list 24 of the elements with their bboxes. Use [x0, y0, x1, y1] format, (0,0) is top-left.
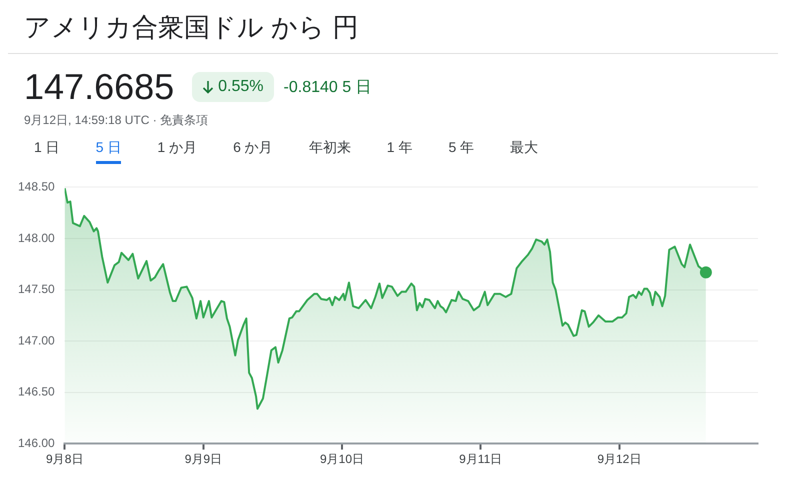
chart-title: アメリカ合衆国ドル から 円: [8, 8, 778, 54]
y-tick-label: 146.00: [18, 436, 56, 450]
x-tick-label: 9月12日: [597, 452, 642, 466]
y-tick-label: 148.00: [18, 230, 56, 245]
x-tick-label: 9月11日: [459, 452, 502, 466]
text: 1 年: [386, 139, 412, 157]
text: -0.8140 5 日: [284, 78, 372, 98]
y-tick-label: 147.50: [18, 282, 56, 296]
text: 147.6685: [24, 66, 174, 108]
x-tick-label: 9月9日: [184, 452, 222, 466]
text: 5 日: [96, 139, 122, 164]
text: 最大: [510, 139, 538, 157]
y-tick-label: 148.50: [18, 180, 56, 194]
text: 9月12日, 14:59:18 UTC · 免責条項: [23, 112, 210, 129]
text: 6 か月: [233, 139, 273, 157]
text: 0.55%: [192, 72, 274, 102]
text: 1 か月: [157, 139, 198, 157]
text: 5 年: [448, 139, 474, 157]
x-tick-label: 9月8日: [46, 452, 84, 466]
y-tick-label: 146.50: [18, 384, 56, 399]
y-tick-label: 147.00: [18, 333, 56, 348]
x-tick-label: 9月10日: [320, 452, 364, 466]
text: 年初来: [308, 139, 351, 157]
text: 1 日: [34, 139, 60, 157]
